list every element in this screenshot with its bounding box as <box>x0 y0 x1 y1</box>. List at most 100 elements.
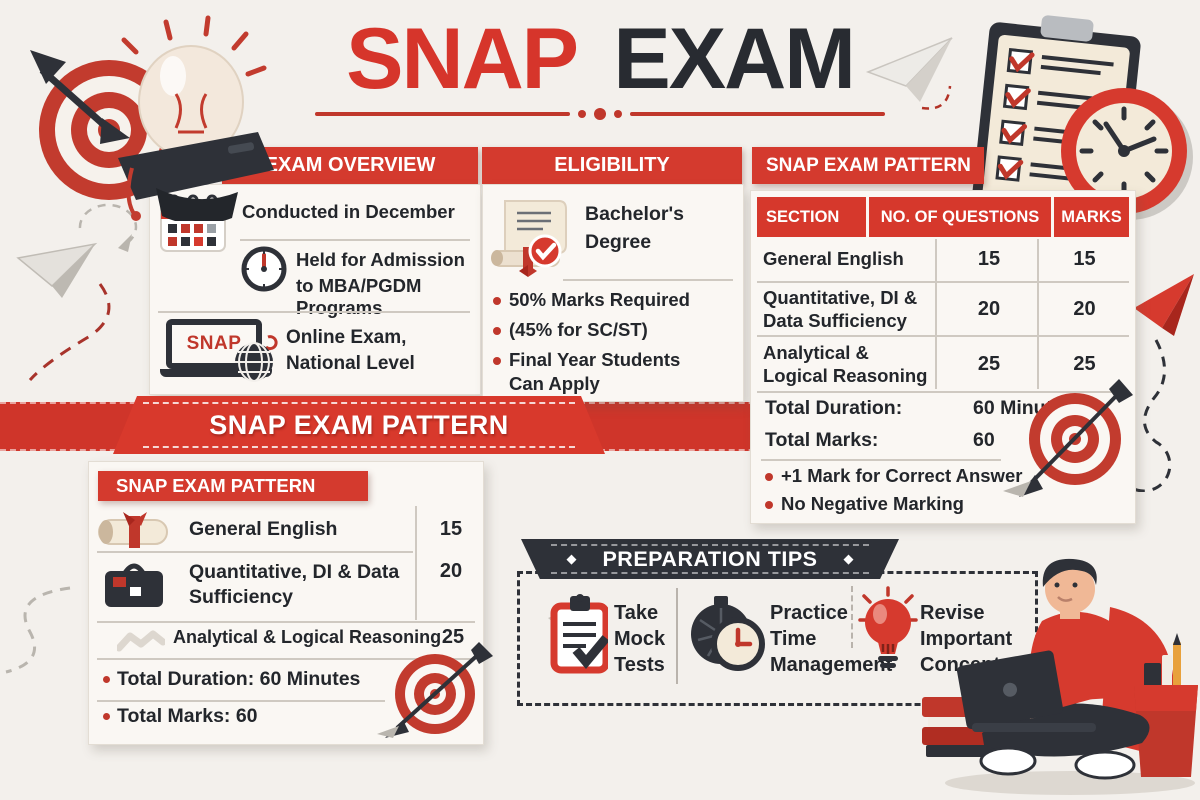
zigzag-chart-icon <box>117 630 165 652</box>
bullet-dot <box>493 327 501 335</box>
target-arrow-icon <box>377 642 493 738</box>
scroll-icon <box>98 512 168 548</box>
diamond-icon: ◆ <box>566 551 577 566</box>
pattern-card: SNAP EXAM PATTERN General English 15 Qua… <box>88 461 493 745</box>
divider <box>97 658 475 660</box>
row1-questions: 15 <box>977 247 1001 270</box>
pattern-row2-value: 20 <box>439 560 463 582</box>
divider <box>97 551 413 553</box>
column-divider <box>1037 239 1039 389</box>
globe-icon <box>235 335 278 382</box>
pattern-table-card: SECTION NO. OF QUESTIONS MARKS General E… <box>750 190 1136 524</box>
underline-left <box>315 112 570 116</box>
title-exam: EXAM <box>613 11 855 107</box>
diamond-icon: ◆ <box>843 551 854 566</box>
diploma-icon <box>491 200 567 277</box>
bulb-icon <box>858 586 918 668</box>
tips-banner: ◆ PREPARATION TIPS ◆ <box>521 539 899 579</box>
divider <box>563 279 733 281</box>
bullet-dot <box>103 713 110 720</box>
pattern-table-header: SNAP EXAM PATTERN <box>752 147 984 184</box>
overview-conducted: Conducted in December <box>242 201 455 222</box>
ribbon-title: SNAP EXAM PATTERN <box>209 409 509 440</box>
paper-plane-trail-illustration <box>16 203 138 381</box>
col-section: SECTION <box>757 197 866 237</box>
divider <box>761 459 1001 461</box>
eligibility-header-label: ELIGIBILITY <box>554 154 670 176</box>
table-header-row: SECTION NO. OF QUESTIONS MARKS <box>757 197 1129 237</box>
pattern-row3-value: 25 <box>441 626 465 648</box>
row1-section: General English <box>763 248 904 270</box>
eligibility-bullet1: 50% Marks Required <box>509 289 690 311</box>
bullet-dot <box>493 297 501 305</box>
bullet-dot <box>103 676 110 683</box>
briefcase-icon <box>105 563 163 607</box>
pattern-card-header-label: SNAP EXAM PATTERN <box>116 475 316 496</box>
eligibility-bullet2: (45% for SC/ST) <box>509 319 648 340</box>
bullet1-rest: Marks Required <box>546 289 690 310</box>
target-bulb-gradcap-illustration <box>30 15 274 221</box>
bullet1-bold: 50% <box>509 289 547 310</box>
student-laptop-illustration <box>922 558 1198 795</box>
overview-online-bold: Online Exam, <box>286 327 407 348</box>
laptop-icon: SNAP <box>160 319 280 383</box>
eligibility-degree-line1: Bachelor's <box>585 203 684 225</box>
bullet-dot <box>765 473 773 481</box>
table-row: General English 15 15 <box>757 237 1129 283</box>
stopwatch-icon <box>691 596 765 671</box>
row3-questions: 25 <box>977 352 1001 375</box>
pattern-row1-label: General English <box>189 518 338 540</box>
row3-section: Analytical & Logical Reasoning <box>763 341 928 386</box>
eligibility-bullet3-line2: Can Apply <box>509 373 600 394</box>
total-marks-label: Total Marks: <box>765 429 879 451</box>
row2-marks: 20 <box>1073 297 1096 320</box>
col-marks: MARKS <box>1054 197 1129 237</box>
pattern-row2-label: Quantitative, DI & Data Sufficiency <box>189 561 400 609</box>
col-questions-label: NO. OF QUESTIONS <box>880 207 1040 226</box>
column-divider <box>935 239 937 389</box>
underline-dot <box>594 108 606 120</box>
tip-1: Take Mock Tests <box>614 602 666 676</box>
tips-divider-dashed <box>851 586 853 648</box>
tips-banner-dashes <box>551 544 869 574</box>
tip-3: Revise Important Concepts <box>920 602 1013 676</box>
col-section-label: SECTION <box>766 207 840 226</box>
overview-header-label: EXAM OVERVIEW <box>264 154 436 176</box>
column-divider <box>415 506 417 620</box>
bullet-dot <box>493 357 501 365</box>
pattern-row1-value: 15 <box>439 518 463 540</box>
total-marks-value: 60 <box>973 429 995 451</box>
pattern-card-header: SNAP EXAM PATTERN <box>98 471 368 501</box>
pattern-table-header-label: SNAP EXAM PATTERN <box>766 154 971 176</box>
divider <box>240 239 470 241</box>
title-snap: SNAP <box>346 11 577 107</box>
note-2: No Negative Marking <box>781 493 964 514</box>
divider <box>97 700 385 702</box>
col-marks-label: MARKS <box>1061 207 1122 226</box>
overview-held-line1: Held for Admission <box>296 249 465 270</box>
col-questions: NO. OF QUESTIONS <box>869 197 1051 237</box>
total-duration-label: Total Duration: <box>765 397 903 419</box>
tips-title: PREPARATION TIPS <box>602 546 818 571</box>
title-underline <box>0 108 1200 120</box>
row2-questions: 20 <box>977 297 1001 320</box>
ribbon-banner: SNAP EXAM PATTERN <box>113 396 605 454</box>
eligibility-card: Bachelor's Degree 50% Marks Required (45… <box>482 184 744 402</box>
clipboard-clock-illustration <box>971 15 1193 222</box>
underline-right <box>630 112 885 116</box>
clipboard-check-icon <box>548 594 608 674</box>
target-arrow-icon <box>1003 379 1133 497</box>
eligibility-bullet3-line1: Final Year Students <box>509 349 681 370</box>
divider <box>158 311 470 313</box>
row3-marks: 25 <box>1073 352 1096 375</box>
paper-plane-icon <box>865 37 953 110</box>
page-title: SNAP EXAM <box>0 16 1200 102</box>
pattern-row3-label: Analytical & Logical Reasoning <box>173 627 442 647</box>
laptop-snap-label: SNAP <box>186 333 242 354</box>
eligibility-degree-line2: Degree <box>585 231 652 253</box>
eligibility-header: ELIGIBILITY <box>482 147 742 184</box>
dashed-swirl-icon <box>5 586 71 674</box>
row1-marks: 15 <box>1073 247 1096 270</box>
underline-dot <box>614 110 622 118</box>
